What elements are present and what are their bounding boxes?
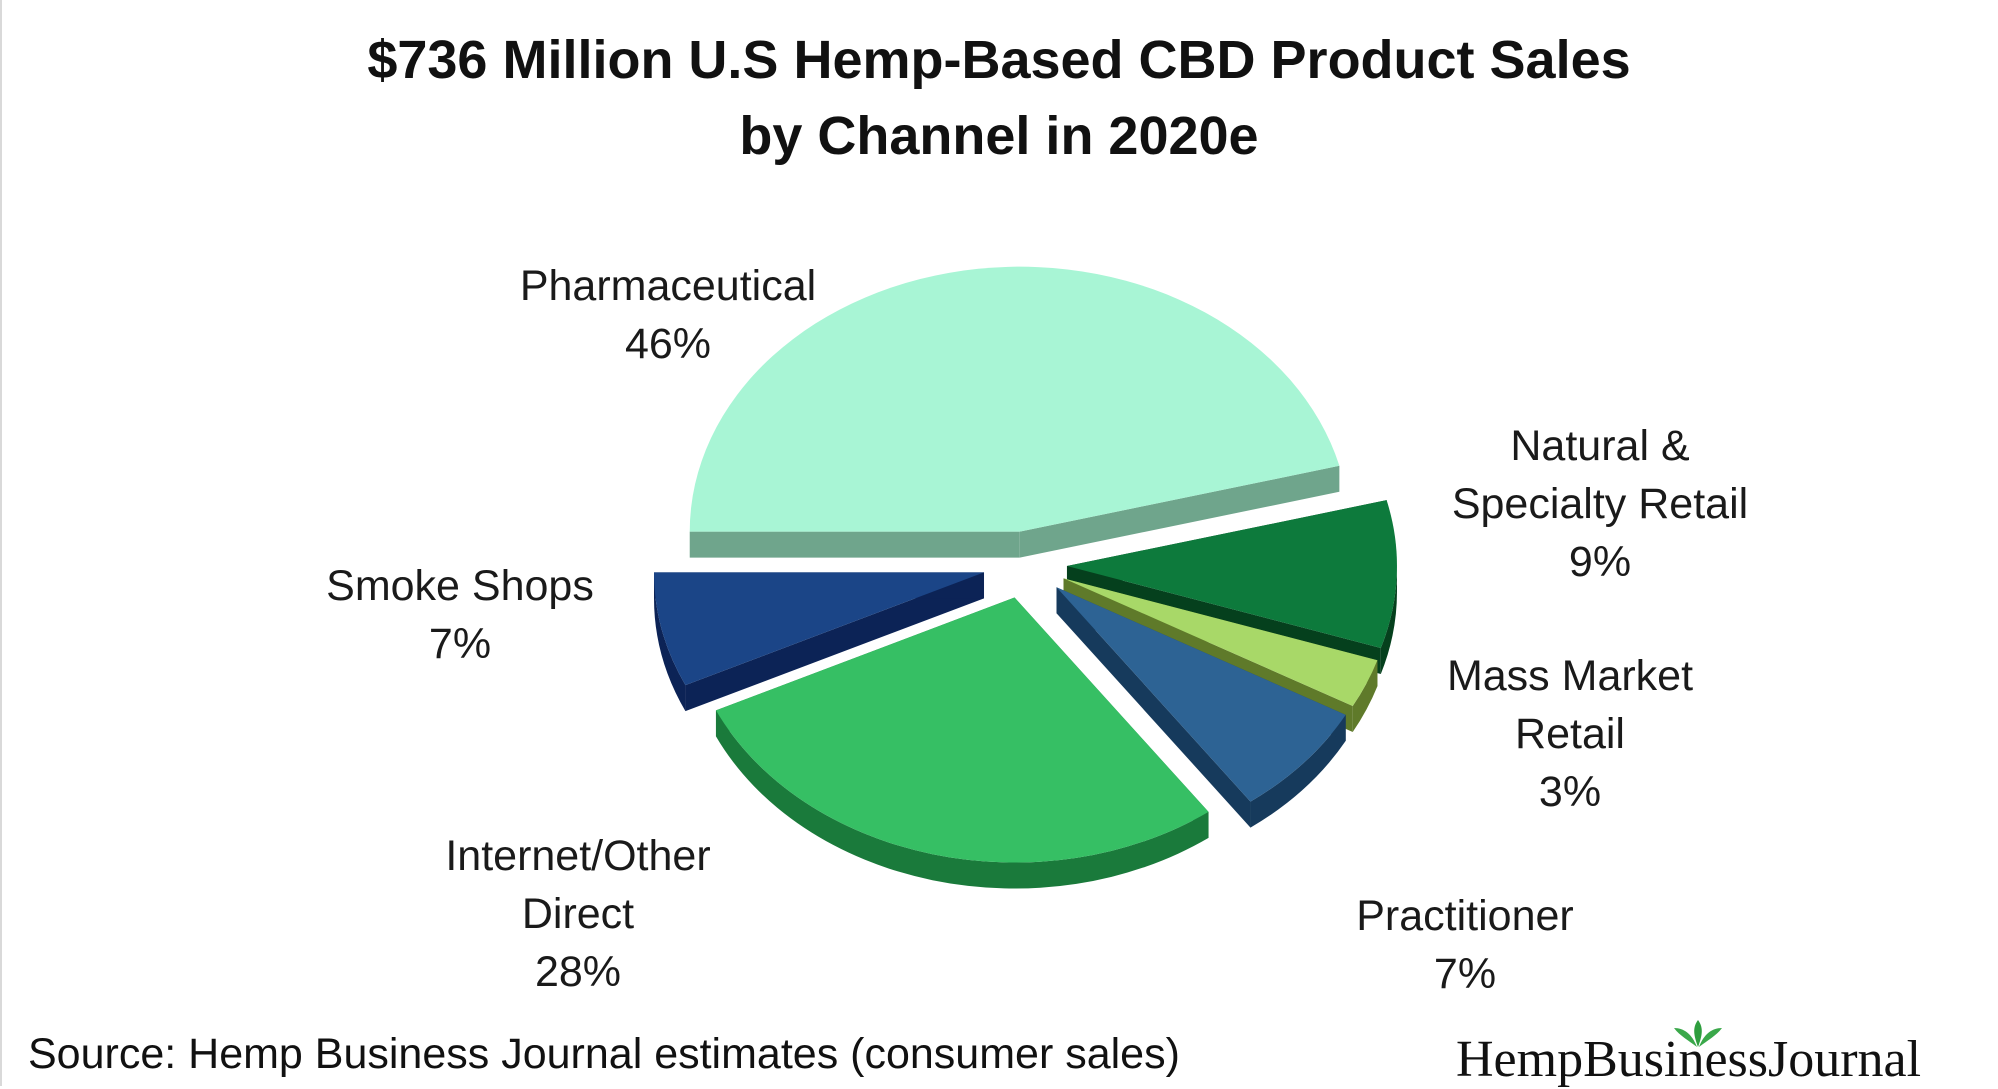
- pie-slice-top: [1056, 587, 1346, 802]
- pie-slice-side: [1250, 714, 1346, 828]
- slice-label-internet-other-direct: Internet/Other Direct 28%: [445, 832, 710, 996]
- slice-label-mass-market-retail: Mass Market Retail 3%: [1447, 652, 1693, 816]
- hemp-leaf-icon: [1674, 1020, 1722, 1047]
- pie-slice-top: [654, 572, 985, 686]
- slice-label-practitioner: Practitioner 7%: [1356, 892, 1573, 998]
- pie-slice-cut: [689, 531, 1020, 558]
- pie-slice-pharmaceutical: [689, 266, 1340, 558]
- pie-slice-top: [1066, 500, 1397, 648]
- pie-slice-practitioner: [1056, 587, 1346, 828]
- pie-slice-top: [689, 266, 1340, 532]
- chart-subtitle: by Channel in 2020e: [739, 106, 1259, 166]
- pie-slice-cut: [1019, 465, 1340, 558]
- chart-title-block: $736 Million U.S Hemp-Based CBD Product …: [0, 22, 1998, 174]
- left-border: [0, 0, 2, 1086]
- slice-label-pharmaceutical: Pharmaceutical 46%: [520, 262, 816, 368]
- slice-label-smoke-shops: Smoke Shops 7%: [326, 562, 594, 668]
- pie-slice-cut: [685, 572, 985, 712]
- chart-title: $736 Million U.S Hemp-Based CBD Product …: [367, 30, 1631, 90]
- source-note: Source: Hemp Business Journal estimates …: [28, 1030, 1180, 1078]
- pie-slice-side: [654, 572, 686, 712]
- pie-chart: Pharmaceutical 46% Natural & Specialty Reta…: [326, 262, 1748, 998]
- pie-slice-top: [1063, 578, 1378, 707]
- brand-logo: HempBusinessJournal: [1456, 1031, 1922, 1088]
- pie-slice-internet-other-direct: [715, 597, 1209, 889]
- pie-slice-side: [715, 710, 1209, 889]
- pie-slice-smoke-shops: [654, 572, 985, 712]
- pie-slice-top: [715, 597, 1209, 863]
- slice-label-natural-specialty-retail: Natural & Specialty Retail 9%: [1452, 422, 1748, 586]
- pie-slice-cut: [1056, 587, 1251, 828]
- pie-slice-side: [1380, 566, 1397, 674]
